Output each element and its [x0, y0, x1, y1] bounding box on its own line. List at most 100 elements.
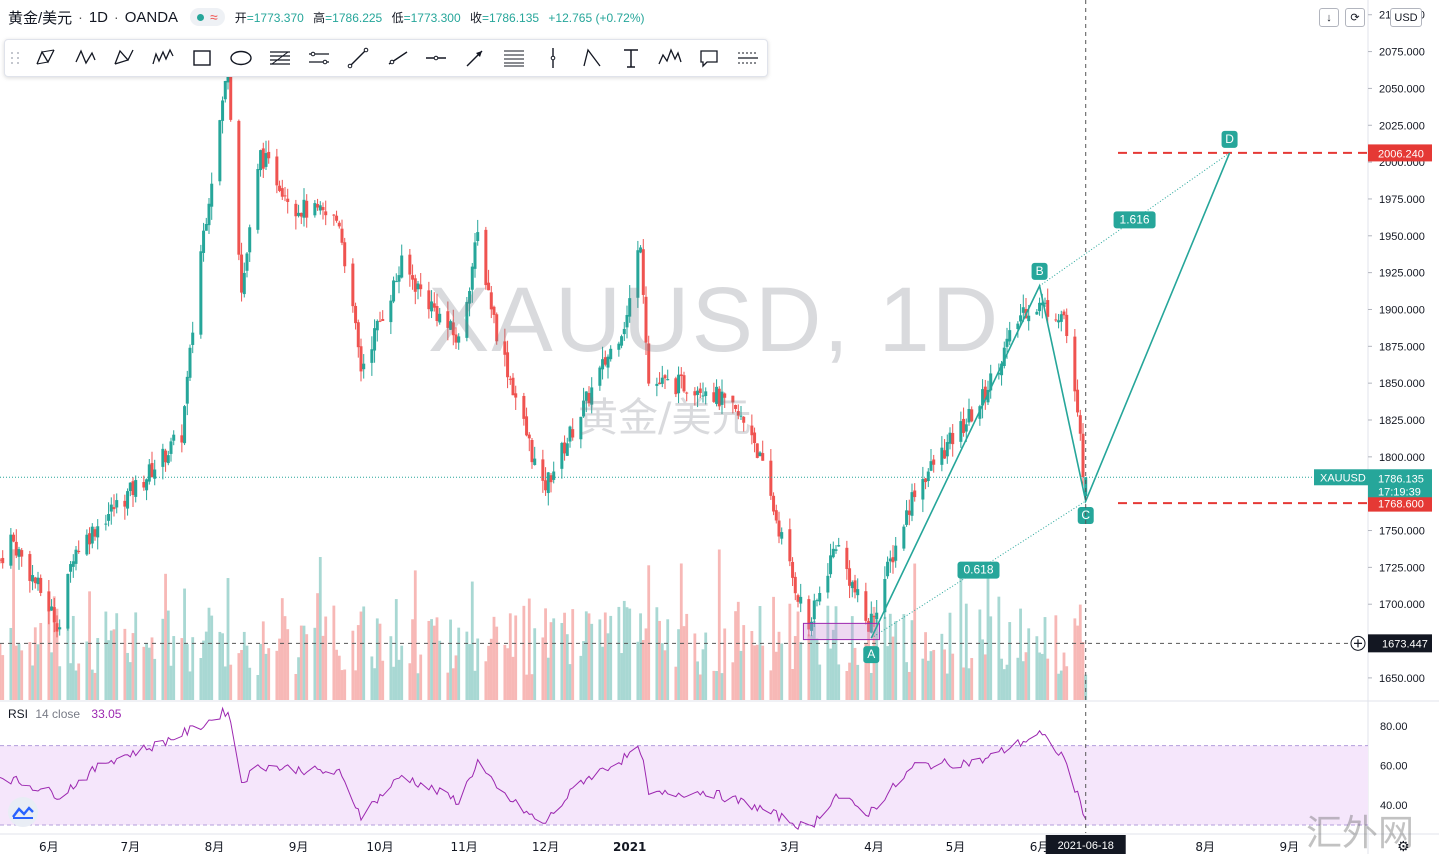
candle-body[interactable] [128, 482, 132, 492]
candle-body[interactable] [150, 463, 154, 478]
candle-body[interactable] [666, 379, 670, 381]
candle-body[interactable] [644, 296, 648, 343]
candle-body[interactable] [856, 589, 860, 596]
candle-body[interactable] [449, 321, 453, 330]
candle-body[interactable] [506, 352, 510, 378]
candle-body[interactable] [495, 314, 499, 342]
candle-body[interactable] [256, 169, 260, 230]
candle-body[interactable] [883, 578, 887, 613]
candle-body[interactable] [606, 356, 610, 368]
candle-body[interactable] [191, 332, 195, 345]
candle-body[interactable] [788, 529, 792, 562]
candle-body[interactable] [294, 203, 298, 217]
candle-body[interactable] [772, 495, 776, 512]
candle-body[interactable] [142, 482, 146, 488]
candle-body[interactable] [90, 526, 94, 544]
candle-body[interactable] [1054, 319, 1058, 321]
candle-body[interactable] [639, 247, 643, 253]
candle-body[interactable] [210, 183, 214, 207]
candle-body[interactable] [468, 291, 472, 304]
candle-body[interactable] [826, 575, 830, 593]
candle-body[interactable] [259, 150, 263, 171]
rsi-label[interactable]: RSI [8, 707, 29, 721]
candle-body[interactable] [503, 341, 507, 355]
candle-body[interactable] [435, 306, 439, 321]
candle-body[interactable] [864, 591, 868, 621]
candle-body[interactable] [411, 275, 415, 280]
candle-body[interactable] [584, 391, 588, 401]
candle-body[interactable] [853, 580, 857, 593]
candle-body[interactable] [723, 393, 727, 398]
candle-body[interactable] [180, 435, 184, 443]
candle-body[interactable] [47, 591, 51, 612]
candle-body[interactable] [465, 301, 469, 338]
candle-body[interactable] [343, 242, 347, 267]
candle-body[interactable] [416, 283, 420, 290]
candle-body[interactable] [712, 392, 716, 402]
candle-body[interactable] [1005, 338, 1009, 347]
candle-body[interactable] [248, 227, 252, 253]
candle-body[interactable] [226, 75, 230, 83]
candle-body[interactable] [470, 266, 474, 290]
candle-body[interactable] [959, 421, 963, 442]
cypher-pattern-tool-button[interactable] [65, 41, 104, 75]
candle-body[interactable] [715, 386, 719, 404]
candle-body[interactable] [696, 390, 700, 395]
fib-retracement-tool-button[interactable] [260, 41, 299, 75]
candle-body[interactable] [541, 459, 545, 481]
candle-body[interactable] [530, 439, 534, 463]
candle-body[interactable] [601, 359, 605, 370]
candle-body[interactable] [297, 212, 301, 216]
candle-body[interactable] [962, 418, 966, 433]
candle-body[interactable] [701, 395, 705, 397]
candle-body[interactable] [370, 349, 374, 363]
candle-body[interactable] [663, 375, 667, 379]
candle-body[interactable] [332, 214, 336, 216]
candle-body[interactable] [188, 347, 192, 378]
candle-body[interactable] [560, 443, 564, 469]
candle-body[interactable] [926, 471, 930, 482]
candle-body[interactable] [793, 576, 797, 594]
candle-body[interactable] [397, 275, 401, 282]
trend-line-tool-button[interactable] [338, 41, 377, 75]
candle-body[interactable] [1081, 433, 1085, 478]
candle-body[interactable] [674, 378, 678, 395]
candle-body[interactable] [967, 408, 971, 423]
candle-body[interactable] [427, 290, 431, 310]
candle-body[interactable] [829, 555, 833, 575]
candle-body[interactable] [302, 199, 306, 218]
candle-body[interactable] [112, 507, 116, 510]
candle-body[interactable] [221, 100, 225, 121]
candle-body[interactable] [1073, 336, 1077, 392]
candle-body[interactable] [552, 471, 556, 480]
candle-body[interactable] [20, 550, 24, 557]
candle-body[interactable] [761, 453, 765, 461]
candle-body[interactable] [989, 373, 993, 391]
abcd-legs[interactable] [870, 152, 1231, 639]
candle-body[interactable] [413, 278, 417, 292]
candle-body[interactable] [902, 526, 906, 549]
candle-body[interactable] [33, 577, 37, 584]
candle-body[interactable] [275, 156, 279, 186]
candle-body[interactable] [964, 424, 968, 432]
candle-body[interactable] [940, 447, 944, 465]
candle-body[interactable] [755, 443, 759, 458]
candle-body[interactable] [546, 472, 550, 494]
candle-body[interactable] [888, 558, 892, 562]
candle-body[interactable] [1076, 389, 1080, 413]
highlight-rectangle[interactable] [802, 622, 880, 641]
candle-body[interactable] [970, 409, 974, 422]
candle-body[interactable] [71, 561, 75, 567]
text-tool-button[interactable] [611, 41, 650, 75]
candle-body[interactable] [867, 621, 871, 632]
candle-body[interactable] [85, 534, 89, 555]
candle-body[interactable] [454, 334, 458, 343]
candle-body[interactable] [1046, 300, 1050, 317]
candle-body[interactable] [446, 311, 450, 328]
candle-body[interactable] [812, 600, 816, 620]
candle-body[interactable] [533, 458, 537, 465]
candle-body[interactable] [457, 336, 461, 343]
candle-body[interactable] [492, 306, 496, 315]
candle-body[interactable] [123, 500, 127, 507]
